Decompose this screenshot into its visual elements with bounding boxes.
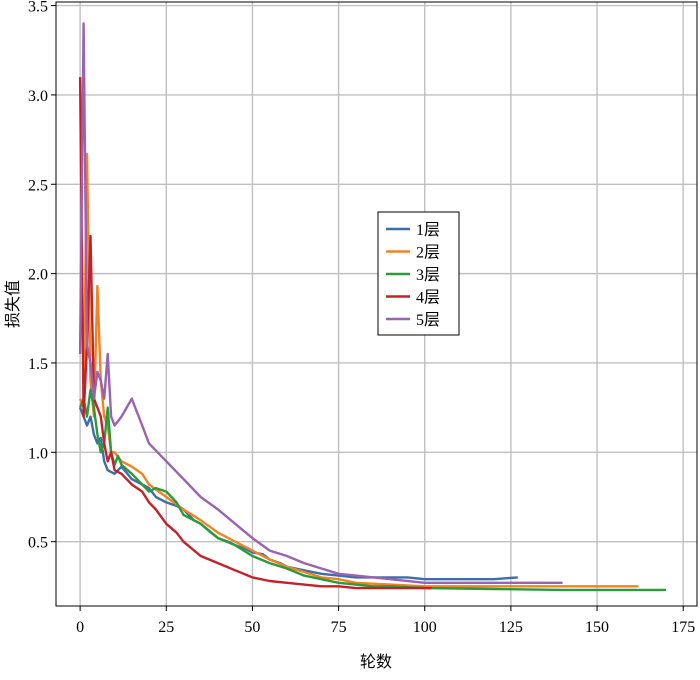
x-tick-label: 125 (499, 619, 523, 636)
y-tick-label: 3.0 (28, 88, 48, 105)
legend-label: 3层 (416, 267, 440, 284)
series-lines (78, 22, 666, 592)
legend-label: 5层 (416, 312, 440, 329)
series-line-4 (78, 77, 432, 590)
plot-background (56, 2, 697, 606)
series-line-2 (78, 152, 639, 588)
series-line-5 (78, 22, 563, 584)
x-tick-label: 0 (76, 619, 84, 636)
x-tick-label: 100 (413, 619, 437, 636)
x-tick-label: 50 (244, 619, 260, 636)
y-tick-label: 1.0 (28, 445, 48, 462)
x-tick-label: 75 (331, 619, 347, 636)
series-line-3 (78, 388, 666, 592)
x-tick-label: 175 (671, 619, 695, 636)
x-axis-ticks: 0 25 50 75 100 125 150 175 (76, 606, 695, 636)
x-tick-label: 150 (585, 619, 609, 636)
plot-frame (55, 1, 698, 607)
y-axis-label: 损失值 (4, 280, 22, 328)
y-tick-label: 1.5 (28, 356, 48, 373)
y-axis-ticks: 0.5 1.0 1.5 2.0 2.5 3.0 3.5 (28, 0, 56, 552)
legend-label: 4层 (416, 290, 440, 307)
y-tick-label: 2.0 (28, 267, 48, 284)
y-tick-label: 3.5 (28, 0, 48, 16)
x-axis-label: 轮数 (360, 653, 392, 671)
x-tick-label: 25 (158, 619, 174, 636)
legend: 1层 2层 3层 4层 5层 (377, 211, 460, 336)
legend-label: 1层 (416, 222, 440, 239)
y-tick-label: 2.5 (28, 177, 48, 194)
y-tick-label: 0.5 (28, 535, 48, 552)
legend-label: 2层 (416, 245, 440, 262)
